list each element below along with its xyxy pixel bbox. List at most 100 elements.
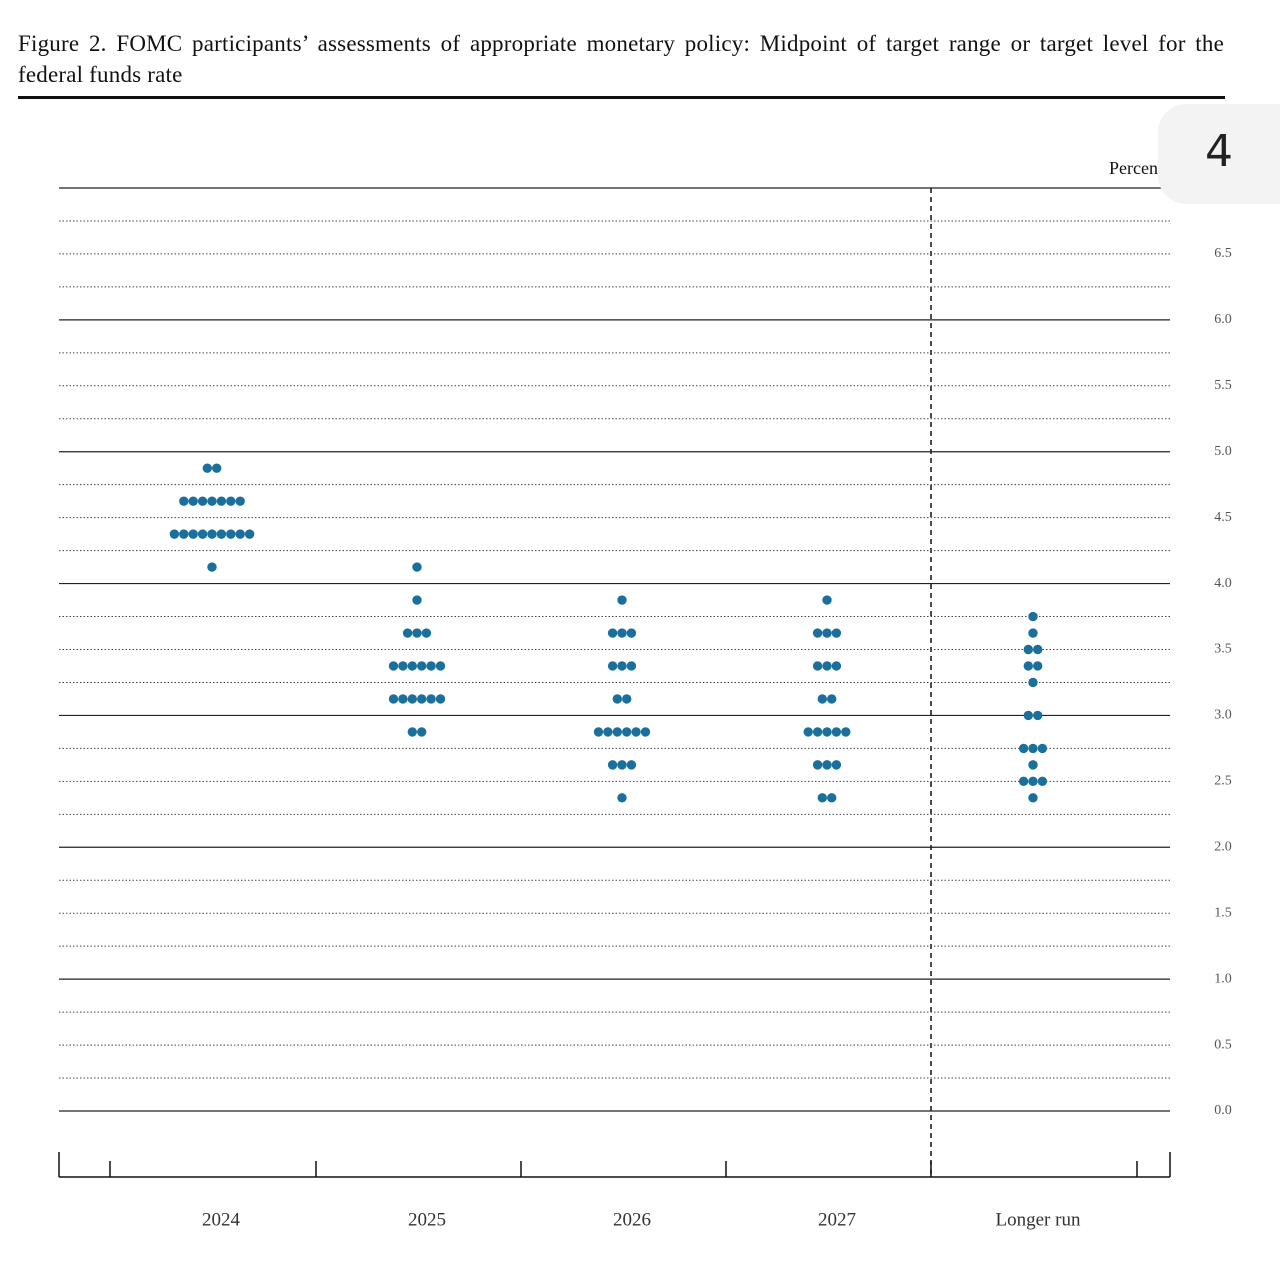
y-tick-label: 5.0 bbox=[1214, 444, 1232, 459]
dot bbox=[244, 529, 255, 539]
dot bbox=[1028, 628, 1038, 638]
dot bbox=[426, 661, 436, 671]
dot bbox=[226, 496, 236, 506]
y-tick-label: 1.0 bbox=[1214, 971, 1232, 986]
dot bbox=[407, 694, 417, 704]
dot bbox=[435, 661, 446, 671]
dot bbox=[640, 727, 651, 737]
dot bbox=[207, 562, 217, 572]
dot bbox=[202, 463, 212, 473]
dot bbox=[417, 661, 427, 671]
dot bbox=[626, 760, 637, 770]
x-tick-label: 2024 bbox=[202, 1209, 241, 1230]
y-tick-label: 3.0 bbox=[1214, 708, 1232, 723]
dot bbox=[412, 628, 422, 638]
x-tick-label: 2025 bbox=[408, 1209, 446, 1230]
dot bbox=[822, 628, 832, 638]
dot bbox=[803, 727, 813, 737]
dot bbox=[827, 793, 837, 803]
dot bbox=[1033, 661, 1043, 671]
dot bbox=[617, 595, 627, 605]
dot bbox=[1023, 644, 1033, 655]
dot bbox=[617, 628, 627, 638]
dot bbox=[622, 727, 632, 737]
dot bbox=[1037, 776, 1048, 787]
dot bbox=[216, 529, 227, 539]
dot bbox=[188, 529, 198, 539]
dot bbox=[617, 661, 627, 671]
dot bbox=[435, 694, 446, 704]
dot bbox=[412, 562, 422, 572]
dot bbox=[817, 694, 827, 704]
dot bbox=[822, 595, 832, 605]
dot bbox=[603, 727, 613, 737]
dot bbox=[417, 727, 427, 737]
dot bbox=[812, 661, 823, 671]
dot bbox=[421, 628, 432, 638]
x-tick-label: Longer run bbox=[996, 1209, 1081, 1230]
dot bbox=[402, 628, 413, 638]
dot bbox=[398, 661, 408, 671]
dot bbox=[812, 628, 823, 638]
title-rule bbox=[18, 96, 1225, 99]
x-axis-ticks bbox=[109, 1161, 1138, 1177]
dot bbox=[407, 661, 417, 671]
dot bbox=[235, 496, 245, 506]
dot bbox=[1028, 743, 1038, 754]
dot bbox=[622, 694, 632, 704]
dot bbox=[827, 694, 837, 704]
dot bbox=[617, 793, 627, 803]
x-tick-label: 2027 bbox=[818, 1209, 856, 1230]
dot bbox=[617, 760, 627, 770]
y-tick-label: 0.5 bbox=[1214, 1037, 1232, 1052]
y-tick-label: 4.5 bbox=[1214, 510, 1232, 525]
y-axis-label: Percent bbox=[1109, 158, 1163, 178]
x-tick-label: 2026 bbox=[613, 1209, 651, 1230]
dot bbox=[398, 694, 408, 704]
dot bbox=[607, 760, 618, 770]
dot bbox=[417, 694, 427, 704]
dot bbox=[607, 661, 618, 671]
dot bbox=[607, 628, 618, 638]
dot bbox=[412, 595, 422, 605]
dot bbox=[1028, 611, 1038, 622]
dot bbox=[207, 496, 217, 506]
page-number: 4 bbox=[1205, 126, 1233, 177]
dot bbox=[1028, 776, 1038, 787]
dot bbox=[1037, 743, 1048, 754]
dot bbox=[1018, 743, 1029, 754]
y-tick-label: 4.0 bbox=[1214, 576, 1232, 591]
dot bbox=[593, 727, 604, 737]
y-tick-label: 6.0 bbox=[1214, 312, 1232, 327]
dot bbox=[1023, 661, 1033, 671]
dot bbox=[235, 529, 245, 539]
dot bbox=[188, 496, 198, 506]
dot bbox=[407, 727, 417, 737]
dot bbox=[831, 661, 842, 671]
dot bbox=[216, 496, 227, 506]
dot bbox=[1018, 776, 1029, 787]
y-tick-label: 2.0 bbox=[1214, 840, 1232, 855]
dot bbox=[1033, 644, 1043, 655]
dot bbox=[626, 661, 637, 671]
y-tick-label: 2.5 bbox=[1214, 774, 1232, 789]
dot bbox=[1028, 677, 1038, 688]
dot bbox=[626, 628, 637, 638]
dot bbox=[388, 694, 399, 704]
dot bbox=[1023, 710, 1033, 721]
y-tick-label: 1.5 bbox=[1214, 905, 1232, 920]
y-tick-label: 5.5 bbox=[1214, 378, 1232, 393]
dot bbox=[1033, 710, 1043, 721]
dot bbox=[812, 760, 823, 770]
dot bbox=[612, 727, 622, 737]
dot bbox=[831, 727, 842, 737]
chart-title: Figure 2. FOMC participants’ assessments… bbox=[18, 31, 1224, 87]
dot bbox=[612, 694, 622, 704]
dot bbox=[822, 760, 832, 770]
dot bbox=[822, 661, 832, 671]
dot bbox=[426, 694, 436, 704]
y-tick-label: 6.5 bbox=[1214, 246, 1232, 261]
dot bbox=[197, 496, 208, 506]
